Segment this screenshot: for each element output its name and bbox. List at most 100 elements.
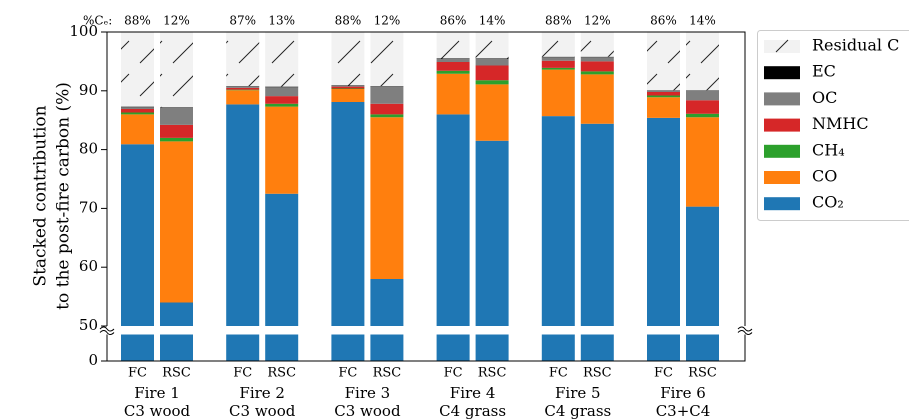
bar-segment	[265, 86, 299, 88]
bar-segment	[265, 193, 299, 361]
bar-segment	[370, 86, 404, 87]
bar-segment	[541, 60, 575, 68]
bar-segment	[580, 61, 614, 72]
bar-segment	[475, 58, 509, 60]
bar-hatch	[580, 32, 614, 57]
bar-segment	[160, 302, 193, 361]
bar-segment	[647, 90, 680, 91]
bar-segment	[686, 206, 719, 361]
bar-segment	[265, 103, 299, 107]
group-label: Fire 1	[134, 384, 180, 402]
bar-segment	[436, 61, 470, 71]
x-tick-label: RSC	[373, 366, 402, 381]
legend-label: Residual C	[812, 36, 899, 55]
bar-hatch	[265, 32, 299, 87]
ce-label: %Cₑ:	[83, 14, 112, 28]
bar-segment	[580, 57, 614, 62]
bar-hatch	[436, 32, 470, 59]
bar-segment	[370, 86, 404, 104]
legend-swatch	[764, 171, 800, 184]
bar-segment	[580, 56, 614, 58]
y-tick-label: 0	[88, 351, 98, 369]
bar-segment	[436, 114, 470, 361]
legend-label: EC	[812, 62, 836, 81]
x-tick-label: FC	[654, 366, 673, 381]
bar-segment	[647, 117, 680, 362]
bar-segment	[226, 86, 260, 88]
axis-break	[99, 326, 115, 335]
x-tick-label: FC	[128, 366, 147, 381]
legend-label: CO	[812, 167, 837, 186]
bar-segment	[226, 89, 260, 91]
bar-segment	[541, 57, 575, 61]
bar-segment	[331, 85, 365, 87]
x-tick-label: RSC	[478, 366, 507, 381]
bar-segment	[160, 107, 193, 125]
bar-segment	[226, 90, 260, 105]
bar-segment	[331, 86, 365, 87]
bar-hatch	[121, 32, 154, 107]
bar-segment	[580, 74, 614, 124]
bar-segment	[475, 140, 509, 361]
bar-segment	[370, 114, 404, 118]
bar-segment	[647, 95, 680, 98]
bar-segment	[121, 112, 154, 115]
x-tick-label: RSC	[688, 366, 717, 381]
bar-segment	[436, 59, 470, 62]
y-tick-label: 100	[69, 22, 98, 40]
x-tick-label: FC	[549, 366, 568, 381]
bar-segment	[121, 114, 154, 145]
top-label: 13%	[268, 14, 295, 28]
y-tick-label: 90	[79, 81, 98, 99]
y-axis-label: Stacked contribution	[31, 105, 51, 286]
bar-hatch	[226, 32, 260, 87]
group-fuel: C3 wood	[334, 402, 401, 420]
bar-segment	[226, 86, 260, 87]
axis-frame	[106, 31, 746, 362]
bar-segment	[686, 113, 719, 118]
y-axis-label: to the post-fire carbon (%)	[54, 82, 74, 310]
bar-hatch	[475, 32, 509, 59]
group-fuel: C3 wood	[124, 402, 191, 420]
bar-segment	[686, 117, 719, 207]
y-tick-label: 80	[79, 140, 98, 158]
bar-segment	[370, 117, 404, 279]
bar-segment	[121, 107, 154, 110]
bar-segment	[265, 96, 299, 104]
legend-label: NMHC	[812, 114, 869, 133]
y-tick-label: 60	[79, 257, 98, 275]
top-label: 86%	[650, 14, 677, 28]
bar-segment	[160, 141, 193, 303]
top-label: 12%	[584, 14, 611, 28]
top-label: 88%	[545, 14, 572, 28]
top-label: 14%	[479, 14, 506, 28]
group-fuel: C4 grass	[439, 402, 506, 420]
legend-label: CO₂	[812, 193, 844, 212]
bar-segment	[580, 123, 614, 361]
bar-segment	[370, 103, 404, 115]
bar-segment	[541, 116, 575, 361]
legend-swatch	[764, 92, 800, 106]
bar-segment	[475, 84, 509, 141]
group-fuel: C3 wood	[229, 402, 296, 420]
top-label: 88%	[335, 14, 362, 28]
bar-segment	[475, 65, 509, 81]
bar-segment	[226, 87, 260, 90]
bar-segment	[331, 101, 365, 362]
top-label: 88%	[124, 14, 151, 28]
top-label: 12%	[374, 14, 401, 28]
group-label: Fire 3	[345, 384, 391, 402]
bar-segment	[541, 56, 575, 58]
bar-segment	[370, 278, 404, 361]
bar-segment	[686, 90, 719, 91]
bar-hatch	[686, 32, 719, 91]
bar-segment	[331, 89, 365, 102]
group-label: Fire 5	[555, 384, 601, 402]
legend-swatch	[764, 197, 800, 211]
x-tick-label: FC	[338, 366, 357, 381]
group-label: Fire 4	[450, 384, 496, 402]
legend-hatch	[775, 39, 789, 53]
bar-segment	[436, 58, 470, 60]
legend: CO₂ CO CH₄ NMHC OC EC Residual C	[757, 30, 909, 221]
